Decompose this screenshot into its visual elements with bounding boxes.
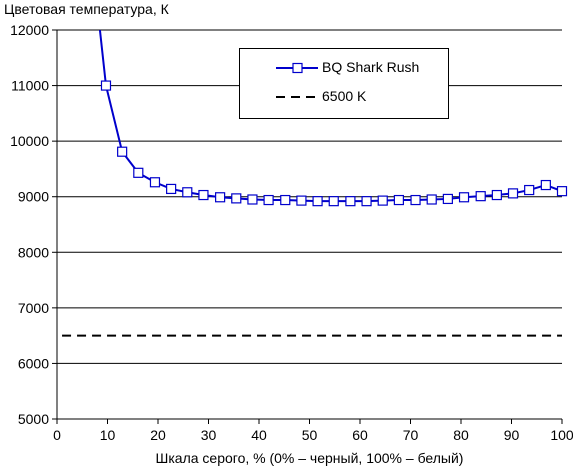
data-point-8	[231, 193, 242, 204]
x-tick-label-3: 30	[201, 427, 217, 443]
y-tick-label-0: 5000	[18, 411, 49, 427]
y-tick-label-1: 6000	[18, 355, 49, 371]
legend-label-series: BQ Shark Rush	[322, 59, 420, 75]
data-point-22	[458, 192, 470, 203]
x-tick-label-4: 40	[251, 427, 267, 443]
data-point-24	[491, 189, 502, 201]
data-point-26	[524, 184, 535, 196]
x-tick-label-10: 100	[550, 427, 573, 443]
data-point-7	[215, 192, 226, 203]
data-point-18	[393, 194, 404, 206]
data-point-9	[247, 194, 258, 205]
y-tick-label-7: 12000	[10, 22, 49, 38]
data-point-19	[410, 194, 421, 206]
x-tick-label-6: 60	[352, 427, 368, 443]
x-tick-label-5: 50	[302, 427, 318, 443]
legend-symbol-series	[276, 62, 318, 74]
x-tick-label-9: 90	[504, 427, 520, 443]
legend-item-series: BQ Shark Rush	[240, 58, 448, 78]
y-tick-label-4: 9000	[18, 189, 49, 205]
data-point-21	[442, 193, 453, 205]
y-tick-label-5: 10000	[10, 133, 49, 149]
data-point-20	[426, 194, 437, 205]
data-point-28	[556, 186, 568, 197]
data-point-0	[100, 80, 112, 91]
data-point-15	[345, 196, 356, 207]
data-point-11	[280, 194, 291, 206]
y-tick-label-3: 8000	[18, 244, 49, 260]
data-point-16	[361, 196, 372, 207]
data-point-27	[540, 179, 551, 191]
data-point-12	[296, 195, 307, 206]
x-axis-title: Шкала серого, % (0% – черный, 100% – бел…	[155, 450, 464, 466]
x-tick-label-0: 0	[53, 427, 61, 443]
x-tick-label-2: 20	[150, 427, 166, 443]
data-point-17	[377, 195, 388, 206]
x-tick-label-1: 10	[100, 427, 116, 443]
data-point-6	[198, 189, 209, 201]
data-point-10	[263, 194, 274, 206]
grid-lines	[57, 29, 562, 420]
data-point-14	[328, 196, 339, 207]
y-tick-label-6: 11000	[11, 78, 49, 94]
legend-symbol-reference	[276, 96, 318, 98]
x-tick-label-8: 80	[453, 427, 469, 443]
data-point-4	[166, 183, 177, 195]
legend-item-reference: 6500 K	[240, 87, 448, 107]
data-point-23	[475, 191, 486, 202]
data-point-1	[117, 146, 128, 157]
data-point-2	[133, 167, 144, 178]
x-tick-label-7: 70	[403, 427, 419, 443]
axes	[52, 29, 563, 424]
data-point-3	[149, 177, 161, 188]
data-point-25	[507, 188, 519, 199]
legend: BQ Shark Rush 6500 K	[239, 48, 449, 119]
series-layer	[62, 29, 568, 337]
data-point-5	[182, 187, 193, 198]
tick-labels: 5000 6000 7000 8000 9000 10000 11000 12000 0 10 20…	[10, 22, 573, 443]
y-tick-label-2: 7000	[18, 300, 49, 316]
y-axis-title: Цветовая температура, К	[4, 1, 169, 17]
data-point-13	[312, 196, 323, 207]
legend-label-reference: 6500 K	[322, 88, 367, 104]
